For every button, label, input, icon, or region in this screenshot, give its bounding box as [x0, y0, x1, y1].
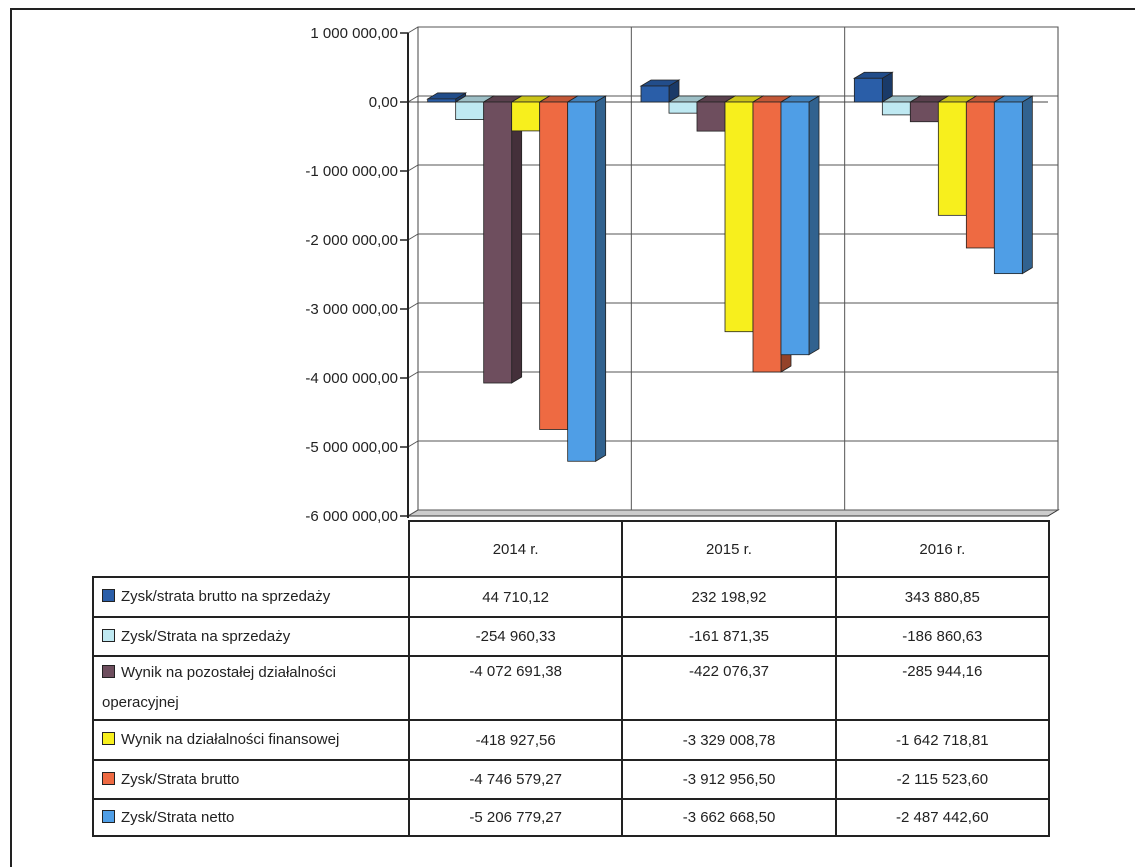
data-label: 44 710,12	[407, 576, 624, 618]
series-legend-cell: Zysk/Strata brutto	[92, 759, 410, 800]
data-label: 343 880,85	[834, 576, 1050, 618]
legend-swatch	[102, 732, 115, 745]
data-label: -285 944,16	[834, 655, 1050, 721]
series-name: Zysk/Strata brutto	[121, 770, 240, 788]
gridline-side	[407, 233, 419, 241]
gridline-side	[407, 164, 419, 172]
bar	[482, 95, 524, 384]
series-legend-cell: Wynik na działalności finansowej	[92, 719, 410, 761]
data-label: -3 329 008,78	[621, 719, 837, 761]
plot-floor	[406, 509, 1060, 517]
data-label: -3 912 956,50	[621, 759, 837, 800]
y-tick-label: -3 000 000,00	[305, 301, 398, 318]
series-name: Zysk/strata brutto na sprzedaży	[121, 588, 331, 605]
data-label: -161 871,35	[621, 616, 837, 657]
bar	[426, 92, 468, 103]
table-row: Wynik na działalności finansowej -418 927…	[92, 719, 1050, 761]
series-legend-cell: Zysk/Strata na sprzedaży	[92, 616, 410, 657]
table-row: Zysk/Strata brutto -4 746 579,27 -3 912 95…	[92, 759, 1050, 800]
category-label: 2015 r.	[621, 520, 837, 578]
legend-swatch	[102, 771, 115, 785]
data-label: 232 198,92	[621, 576, 837, 618]
gridline-side	[407, 509, 419, 517]
category-label: 2014 r.	[407, 520, 624, 578]
y-tick-label: -1 000 000,00	[305, 163, 398, 180]
bar	[992, 95, 1034, 275]
bar-group	[426, 71, 1034, 462]
bar	[779, 95, 821, 356]
table-row: Zysk/Strata netto -5 206 779,27 -3 662 668…	[92, 798, 1050, 837]
gridline-side	[407, 440, 419, 448]
y-tick-label: 1 000 000,00	[310, 25, 398, 42]
series-name: Zysk/Strata netto	[121, 808, 235, 826]
y-tick-label: 0,00	[369, 94, 398, 111]
gridline-side	[407, 95, 419, 103]
bar	[852, 71, 894, 103]
legend-swatch	[102, 589, 115, 602]
series-name: Wynik na działalności finansowej	[121, 731, 340, 748]
series-name: Zysk/Strata na sprzedaży	[121, 627, 291, 645]
table-row: Wynik na pozostałej działalności operacy…	[92, 655, 1050, 721]
data-label: -3 662 668,50	[621, 798, 837, 837]
y-axis: 1 000 000,00 0,00 -1 000 000,00 -2 000 000,…	[305, 25, 409, 525]
table-row: Zysk/strata brutto na sprzedaży 44 710,12…	[92, 576, 1050, 618]
series-legend-cell: Zysk/Strata netto	[92, 798, 410, 837]
data-label: -4 746 579,27	[407, 759, 624, 800]
data-label: -4 072 691,38	[407, 655, 624, 721]
data-label: -186 860,63	[834, 616, 1050, 657]
data-label: -422 076,37	[621, 655, 837, 721]
series-legend-cell: Zysk/strata brutto na sprzedaży	[92, 576, 410, 618]
legend-swatch	[102, 628, 115, 642]
data-label: -2 487 442,60	[834, 798, 1050, 837]
gridline-side	[407, 26, 419, 34]
y-tick-label: -6 000 000,00	[305, 508, 398, 525]
bar	[639, 79, 681, 103]
y-tick-label: -4 000 000,00	[305, 370, 398, 387]
table-corner	[93, 521, 409, 577]
data-label: -5 206 779,27	[407, 798, 624, 837]
table-row: Zysk/Strata na sprzedaży -254 960,33 -161 …	[92, 616, 1050, 657]
chart-frame	[10, 8, 1135, 867]
gridline-side	[407, 371, 419, 379]
gridline-side	[407, 302, 419, 310]
table-header-row: 2014 r. 2015 r. 2016 r.	[93, 520, 1050, 578]
data-label: -254 960,33	[407, 616, 624, 657]
legend-swatch	[102, 809, 115, 823]
y-tick-label: -5 000 000,00	[305, 439, 398, 456]
series-legend-cell: Wynik na pozostałej działalności operacy…	[92, 655, 410, 721]
legend-swatch	[102, 665, 115, 678]
data-label: -418 927,56	[407, 719, 624, 761]
y-tick-label: -2 000 000,00	[305, 232, 398, 249]
series-name: Wynik na pozostałej działalności operacy…	[102, 664, 336, 711]
bar	[566, 95, 608, 462]
data-table: 2014 r. 2015 r. 2016 r. Zysk/strata brutto …	[92, 520, 1050, 837]
data-label: -2 115 523,60	[834, 759, 1050, 800]
data-label: -1 642 718,81	[834, 719, 1050, 761]
category-label: 2016 r.	[834, 520, 1050, 578]
